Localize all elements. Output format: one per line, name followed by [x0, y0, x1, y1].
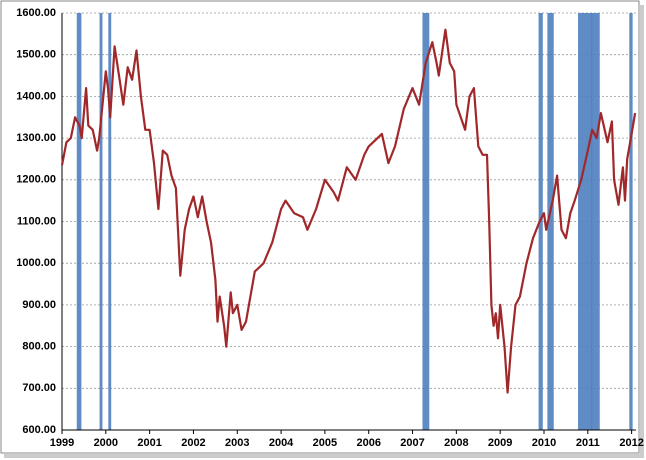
- y-tick-label: 1600.00: [16, 7, 56, 19]
- frame: [0, 0, 640, 454]
- y-tick-label: 1300.00: [16, 132, 56, 144]
- band: [422, 13, 430, 430]
- band: [591, 13, 600, 430]
- band: [547, 13, 554, 430]
- frame-shadow: [4, 454, 642, 458]
- y-tick-label: 800.00: [22, 341, 56, 353]
- band: [629, 13, 633, 430]
- x-tick-label: 1999: [50, 437, 74, 449]
- y-tick-label: 1400.00: [16, 90, 56, 102]
- y-tick-label: 900.00: [22, 299, 56, 311]
- x-tick-label: 2005: [313, 437, 337, 449]
- band: [99, 13, 103, 430]
- y-tick-label: 1100.00: [17, 215, 56, 227]
- x-tick-label: 2003: [225, 437, 249, 449]
- y-tick-label: 600.00: [22, 424, 56, 436]
- x-tick-label: 2011: [576, 437, 600, 449]
- y-tick-label: 700.00: [22, 382, 56, 394]
- frame-shadow: [640, 5, 644, 458]
- band: [578, 13, 593, 430]
- x-tick-label: 2000: [94, 437, 118, 449]
- x-tick-label: 2009: [488, 437, 512, 449]
- x-tick-label: 2010: [532, 437, 556, 449]
- x-tick-label: 2002: [181, 437, 205, 449]
- x-tick-label: 2004: [269, 437, 294, 449]
- y-tick-label: 1000.00: [16, 257, 56, 269]
- x-tick-label: 2006: [356, 437, 380, 449]
- x-tick-label: 2012: [619, 437, 643, 449]
- price-line: [60, 28, 637, 394]
- band: [108, 13, 112, 430]
- y-tick-label: 1500.00: [16, 49, 56, 61]
- y-tick-label: 1200.00: [16, 174, 56, 186]
- x-tick-label: 2008: [444, 437, 468, 449]
- band: [76, 13, 82, 430]
- x-tick-label: 2007: [400, 437, 424, 449]
- x-tick-label: 2001: [137, 437, 161, 449]
